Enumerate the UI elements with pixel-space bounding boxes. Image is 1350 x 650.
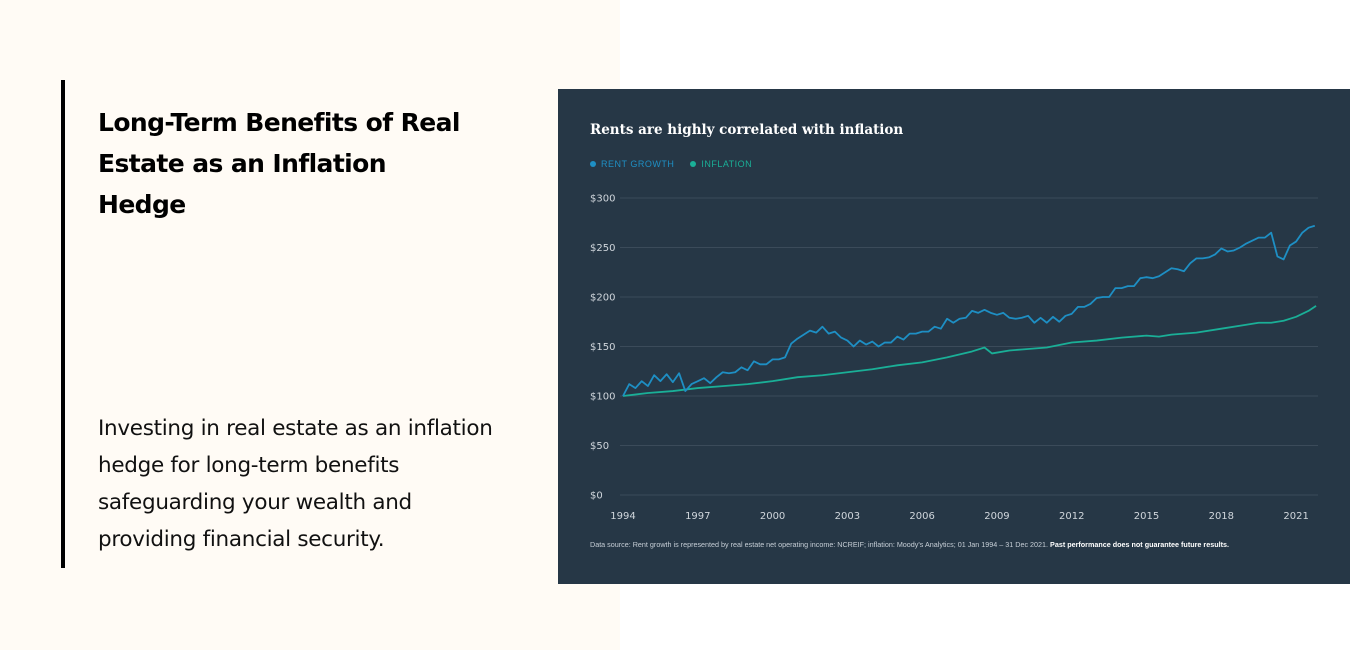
rent-growth-line [622, 224, 1316, 397]
x-tick-label: 2018 [1209, 511, 1234, 522]
left-panel: Long-Term Benefits of Real Estate as an … [0, 0, 620, 650]
x-tick-label: 2006 [909, 511, 934, 522]
page-heading: Long-Term Benefits of Real Estate as an … [98, 108, 460, 219]
y-tick-label: $250 [590, 243, 615, 254]
legend-label: RENT GROWTH [601, 159, 675, 169]
x-tick-label: 2009 [984, 511, 1009, 522]
legend-rent-growth: RENT GROWTH [590, 159, 674, 169]
y-tick-label: $50 [590, 441, 609, 452]
x-tick-label: 2003 [835, 511, 860, 522]
y-tick-label: $0 [590, 491, 603, 502]
y-tick-label: $150 [590, 342, 615, 353]
x-tick-label: 1994 [610, 511, 635, 522]
chart-legend: RENT GROWTH INFLATION [590, 159, 752, 169]
y-tick-label: $200 [590, 293, 615, 304]
x-tick-label: 2021 [1283, 511, 1308, 522]
body-text: Investing in real estate as an inflation… [98, 416, 493, 552]
footnote-source: Data source: Rent growth is represented … [590, 540, 1049, 549]
legend-inflation: INFLATION [690, 159, 752, 169]
footnote-disclaimer: Past performance does not guarantee futu… [1050, 540, 1229, 549]
chart-footnote: Data source: Rent growth is represented … [590, 540, 1229, 549]
x-tick-label: 2000 [760, 511, 785, 522]
y-tick-label: $100 [590, 392, 615, 403]
chart-panel: $0 $50 $100 $150 $200 $250 $300 1994 1997 2000 200… [558, 89, 1350, 584]
inflation-line [622, 305, 1317, 397]
y-tick-label: $300 [590, 194, 615, 205]
x-tick-label: 2015 [1134, 511, 1159, 522]
legend-dot-icon [590, 161, 596, 167]
legend-label: INFLATION [701, 159, 753, 169]
x-tick-label: 1997 [685, 511, 710, 522]
chart-title: Rents are highly correlated with inflati… [590, 122, 904, 138]
legend-dot-icon [690, 161, 697, 167]
line-chart: $0 $50 $100 $150 $200 $250 $300 1994 1997 2000 200… [590, 194, 1318, 522]
x-tick-label: 2012 [1059, 511, 1084, 522]
accent-bar [61, 80, 65, 568]
